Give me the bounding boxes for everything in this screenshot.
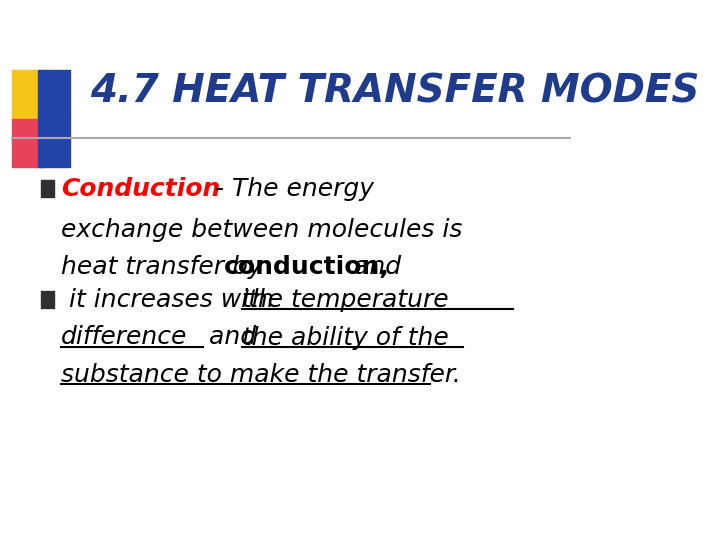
Bar (41, 180, 53, 197)
Text: the temperature: the temperature (242, 288, 449, 312)
Bar (41, 291, 53, 308)
Bar (38, 119, 70, 167)
Text: Conduction: Conduction (61, 177, 220, 201)
Text: difference: difference (61, 326, 187, 349)
Text: the ability of the: the ability of the (242, 326, 449, 349)
Text: exchange between molecules is: exchange between molecules is (61, 218, 462, 241)
Text: substance to make the transfer.: substance to make the transfer. (61, 363, 461, 387)
Text: - The energy: - The energy (207, 177, 374, 201)
Bar (12, 70, 44, 119)
Bar (38, 70, 70, 119)
Text: it increases with: it increases with (61, 288, 282, 312)
Text: 4.7 HEAT TRANSFER MODES: 4.7 HEAT TRANSFER MODES (90, 73, 700, 111)
Text: heat transfer by: heat transfer by (61, 255, 271, 279)
Text: and: and (201, 326, 264, 349)
Text: conduction,: conduction, (224, 255, 390, 279)
Bar (12, 119, 44, 167)
Text: and: and (346, 255, 402, 279)
